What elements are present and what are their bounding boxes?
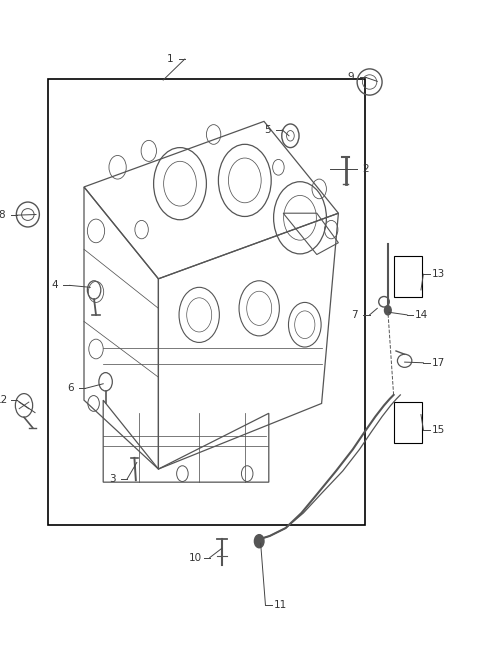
Text: 1: 1 xyxy=(167,54,173,64)
Circle shape xyxy=(384,306,391,315)
Text: 4: 4 xyxy=(51,280,58,291)
Text: 9: 9 xyxy=(348,72,354,83)
Text: 15: 15 xyxy=(432,424,445,435)
Text: 11: 11 xyxy=(274,600,287,610)
Circle shape xyxy=(254,535,264,548)
Text: 6: 6 xyxy=(67,383,74,394)
Bar xyxy=(394,402,422,443)
Bar xyxy=(394,256,422,297)
Text: 7: 7 xyxy=(351,310,358,320)
Text: 3: 3 xyxy=(109,474,116,484)
Text: 12: 12 xyxy=(0,395,9,405)
Text: 5: 5 xyxy=(264,125,271,135)
Bar xyxy=(48,79,365,525)
Text: 2: 2 xyxy=(362,164,369,174)
Text: 10: 10 xyxy=(188,552,202,563)
Circle shape xyxy=(287,131,294,141)
Text: 14: 14 xyxy=(415,310,429,320)
Text: 8: 8 xyxy=(0,210,5,220)
Text: 13: 13 xyxy=(432,269,445,279)
Text: 17: 17 xyxy=(432,358,445,368)
